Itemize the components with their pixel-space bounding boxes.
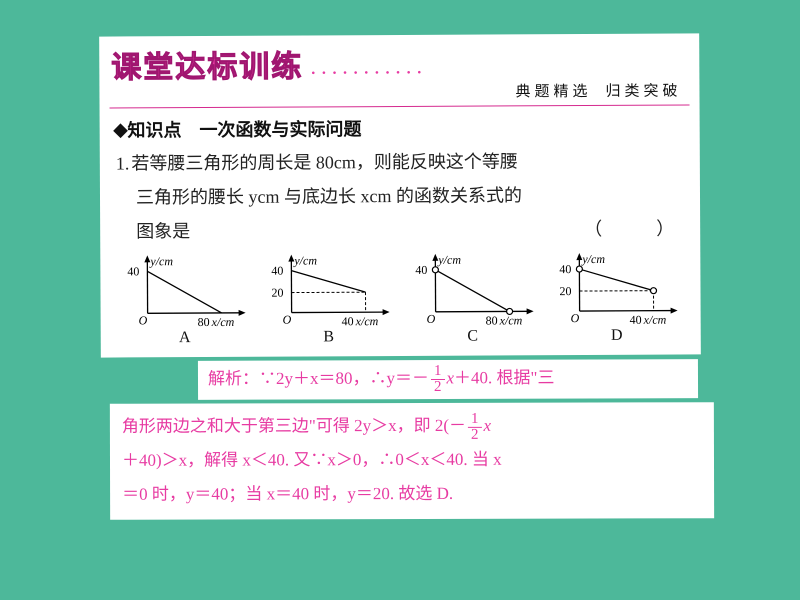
diamond-icon: ◆: [114, 119, 128, 139]
svg-text:y/cm: y/cm: [437, 252, 461, 266]
chart-option-a: y/cm x/cm O 40 80A: [114, 250, 255, 347]
page-title: 课堂达标训练: [111, 42, 303, 87]
svg-text:O: O: [139, 313, 148, 327]
svg-text:y/cm: y/cm: [293, 253, 317, 267]
svg-text:20: 20: [271, 285, 283, 299]
subtitle-2: 归类突破: [605, 83, 681, 100]
subtitle-1: 典题精选: [515, 83, 591, 100]
q-line2: 三角形的腰长 ycm 与底边长 xcm 的函数关系式的: [116, 186, 522, 208]
svg-text:x/cm: x/cm: [211, 314, 235, 328]
chart-option-d: y/cm x/cm O 40 40 20 D: [546, 248, 687, 345]
chart-label: C: [403, 327, 543, 346]
header-dots: • • • • • • • • • • •: [311, 67, 423, 80]
charts-row: y/cmx/cmO4080Ay/cmx/cmO404020By/cmx/cmO4…: [100, 248, 701, 349]
answer-paren: （ ）: [584, 212, 680, 247]
svg-text:y/cm: y/cm: [149, 254, 173, 268]
svg-text:40: 40: [415, 262, 427, 276]
sol-line2-b: x: [483, 415, 491, 434]
sol-line4: ＝0 时，y＝40；当 x＝40 时，y＝20. 故选 D.: [122, 483, 453, 503]
chart-label: A: [115, 328, 255, 347]
svg-text:80: 80: [198, 315, 210, 329]
chart-option-c: y/cm x/cm O 40 80C: [402, 249, 543, 346]
sol-line1-a: 解析：∵: [208, 369, 276, 388]
kp-title: 一次函数与实际问题: [199, 119, 361, 140]
chart-label: D: [547, 326, 687, 345]
sol-line3: ＋40)＞x，解得 x＜40. 又∵x＞0，∴0＜x＜40. 当 x: [122, 449, 502, 469]
solution-card-2: 角形两边之和大于第三边"可得 2y＞x，即 2(－12x ＋40)＞x，解得 x…: [110, 402, 714, 520]
svg-text:40: 40: [559, 262, 571, 276]
sol-line1-b: 2y＋x＝80，∴y＝－: [276, 368, 429, 388]
header: 课堂达标训练 • • • • • • • • • • •: [99, 33, 699, 86]
svg-text:20: 20: [559, 284, 571, 298]
sol-line1-c: ＋40. 根据"三: [454, 368, 555, 387]
question-card: 课堂达标训练 • • • • • • • • • • • 典题精选 归类突破 ◆…: [99, 33, 701, 357]
svg-text:40: 40: [127, 264, 139, 278]
svg-text:O: O: [427, 311, 436, 325]
fraction-2: 12: [468, 411, 482, 442]
svg-text:O: O: [571, 311, 580, 325]
sol-line2-a: 角形两边之和大于第三边"可得 2y＞x，即 2(－: [122, 415, 466, 435]
fraction-1: 12: [431, 364, 445, 395]
kp-label: 知识点: [127, 120, 181, 140]
svg-text:40: 40: [630, 312, 642, 326]
svg-text:40: 40: [271, 263, 283, 277]
svg-text:O: O: [283, 312, 292, 326]
svg-text:x/cm: x/cm: [643, 312, 667, 326]
solution-card-1: 解析：∵2y＋x＝80，∴y＝－12x＋40. 根据"三: [198, 359, 698, 400]
q-line1: 若等腰三角形的周长是 80cm，则能反映这个等腰: [131, 151, 518, 173]
svg-text:40: 40: [342, 314, 354, 328]
question-text: 1.若等腰三角形的周长是 80cm，则能反映这个等腰 三角形的腰长 ycm 与底…: [100, 141, 701, 251]
svg-text:80: 80: [486, 313, 498, 327]
svg-text:y/cm: y/cm: [581, 251, 605, 265]
chart-option-b: y/cm x/cm O 40 40 20 B: [258, 250, 399, 347]
knowledge-point: ◆知识点 一次函数与实际问题: [100, 111, 700, 144]
chart-label: B: [259, 328, 399, 347]
q-line3: 图象是: [116, 221, 190, 241]
svg-text:x/cm: x/cm: [499, 313, 523, 327]
question-number: 1.: [116, 153, 130, 173]
svg-text:x/cm: x/cm: [355, 314, 379, 328]
